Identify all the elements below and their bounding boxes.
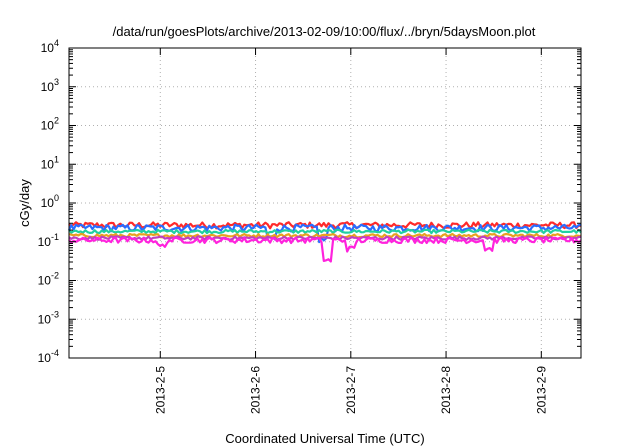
y-tick-label: 100 (41, 193, 59, 210)
x-tick-label: 2013-2-5 (153, 366, 167, 414)
series-line (68, 221, 582, 230)
y-tick-label: 103 (41, 77, 59, 94)
y-tick-label: 10-2 (38, 271, 59, 288)
y-axis: 10-4 10-3 10-2 10-1 100 101 102 103 104 (38, 38, 581, 365)
y-tick-label: 104 (41, 38, 59, 55)
y-tick-label: 10-4 (38, 348, 59, 365)
series-line (68, 232, 582, 239)
chart-title: /data/run/goesPlots/archive/2013-02-09/1… (113, 24, 536, 39)
y-tick-label: 10-3 (38, 309, 59, 326)
y-tick-label: 102 (41, 116, 59, 133)
x-axis: 2013-2-5 2013-2-6 2013-2-7 2013-2-8 2013-2-9 (153, 48, 548, 414)
x-tick-label: 2013-2-7 (344, 366, 358, 414)
x-tick-label: 2013-2-6 (249, 366, 263, 414)
y-axis-title: cGy/day (17, 179, 32, 227)
series-line (68, 236, 582, 263)
series-lines (68, 221, 582, 263)
series-line (68, 235, 582, 241)
x-axis-title: Coordinated Universal Time (UTC) (225, 431, 424, 446)
grid (69, 48, 581, 358)
x-tick-label: 2013-2-9 (534, 366, 548, 414)
x-tick-label: 2013-2-8 (439, 366, 453, 414)
y-tick-label: 10-1 (38, 232, 59, 249)
series-line (68, 228, 582, 235)
y-tick-label: 101 (41, 154, 59, 171)
